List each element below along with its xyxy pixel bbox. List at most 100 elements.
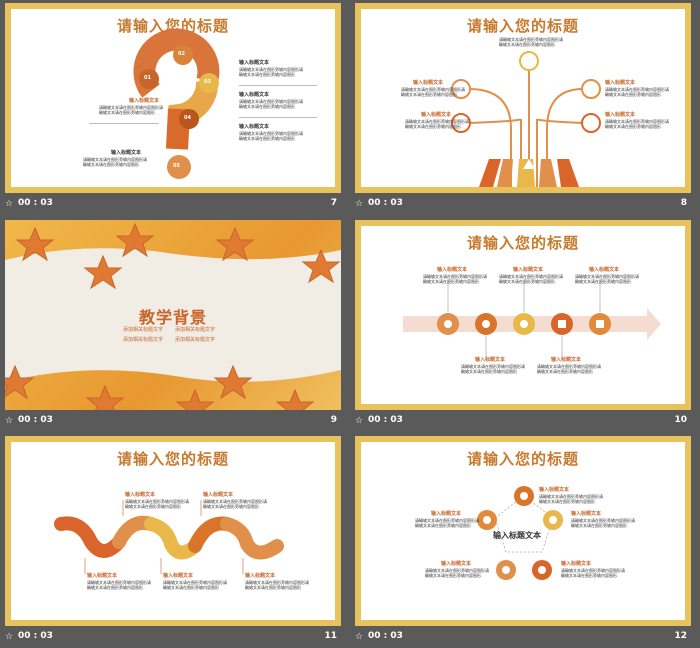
text-label: 输入标题文本 — [589, 267, 620, 273]
slide-title: 教学背景 — [138, 308, 207, 327]
play-icon[interactable]: ☆ — [5, 416, 14, 426]
slide-thumbnail-11[interactable]: 请输入您的标题 输入标题文本 请輸输文本请在图形旁输内容 — [0, 433, 346, 648]
slide-footer: ☆ 00 : 03 12 — [355, 631, 691, 645]
text-label: 输入标题文本 — [245, 573, 276, 579]
text-body: 请輸输文本请在图形旁输内容图形请輸输文本请在图形旁输内容图形 — [99, 105, 163, 115]
slide-canvas: 请输入您的标题 输入标题文 — [361, 226, 685, 404]
text-body: 请輸输文本请在图形旁输内容图形请輸输文本请在图形旁输内容图形 — [461, 364, 525, 374]
slide-footer: ☆ 00 : 03 10 — [355, 415, 691, 429]
slide-title: 请输入您的标题 — [466, 450, 579, 468]
text-label: 输入标题文本 — [129, 98, 160, 104]
star-background — [5, 222, 341, 410]
wave-diagram — [54, 500, 284, 574]
text-label: 输入标题文本 — [431, 511, 462, 517]
text-body: 请輸输文本请在图形旁输内容图形请輸输文本请在图形旁输内容图形 — [405, 119, 469, 129]
text-body: 请輸输文本请在图形旁输内容图形请輸输文本请在图形旁输内容图形 — [203, 499, 267, 509]
text-label: 输入标题文本 — [513, 267, 544, 273]
slide-frame: 请输入您的标题 01 02 03 04 05 输入标题文本 请輸输文本请在图形旁… — [5, 3, 341, 193]
slide-frame: 请输入您的标题 — [355, 3, 691, 193]
text-body: 请輸输文本请在图形旁输内容图形请輸输文本请在图形旁输内容图形 — [125, 499, 189, 509]
text-label: 输入标题文本 — [239, 124, 270, 130]
divider — [239, 85, 317, 86]
text-label: 输入标题文本 — [163, 573, 194, 579]
slide-duration: 00 : 03 — [18, 631, 53, 641]
slide-thumbnail-9[interactable]: 教学背景 添加相关标题文字 添加相关标题文字 添加相关标题文字 添加相关标题文字… — [0, 217, 346, 432]
cycle-diagram — [477, 486, 563, 580]
step-number: 01 — [144, 75, 151, 81]
text-body: 请輸输文本请在图形旁输内容图形请輸输文本请在图形旁输内容图形 — [425, 568, 489, 578]
slide-number: 11 — [324, 631, 337, 641]
slide-thumbnail-12[interactable]: 请输入您的标题 输入标题文本 输入标题文本 请輸输文本请在图形旁输内容图形请輸输… — [350, 433, 696, 648]
slide-duration: 00 : 03 — [18, 198, 53, 208]
slide-title: 请输入您的标题 — [466, 17, 579, 35]
text-label: 输入标题文本 — [125, 492, 156, 498]
slide-duration: 00 : 03 — [368, 198, 403, 208]
slide-title: 请输入您的标题 — [116, 450, 229, 468]
text-label: 输入标题文本 — [87, 573, 118, 579]
text-body: 请輸输文本请在图形旁输内容图形请輸输文本请在图形旁输内容图形 — [423, 274, 487, 284]
slide-thumbnail-8[interactable]: 请输入您的标题 — [350, 0, 696, 215]
text-body: 请輸输文本请在图形旁输内容图形请輸输文本请在图形旁输内容图形 — [239, 131, 303, 141]
slide-thumbnail-10[interactable]: 请输入您的标题 输入标题文 — [350, 217, 696, 432]
slide-duration: 00 : 03 — [368, 415, 403, 425]
text-label: 输入标题文本 — [421, 112, 452, 118]
step-number: 03 — [204, 79, 211, 85]
text-label: 输入标题文本 — [203, 492, 234, 498]
text-body: 请輸输文本请在图形旁输内容图形请輸输文本请在图形旁输内容图形 — [605, 87, 669, 97]
text-body: 请輸输文本请在图形旁输内容图形请輸输文本请在图形旁输内容图形 — [239, 99, 303, 109]
slide-frame: 请输入您的标题 输入标题文本 输入标题文本 请輸输文本请在图形旁输内容图形请輸输… — [355, 436, 691, 626]
play-icon[interactable]: ☆ — [5, 632, 14, 642]
slide-number: 7 — [330, 198, 337, 208]
timeline-arrow-diagram — [403, 282, 661, 360]
text-body: 请輸输文本请在图形旁输内容图形请輸输文本请在图形旁输内容图形 — [239, 67, 303, 77]
play-icon[interactable]: ☆ — [5, 199, 14, 209]
slide-canvas: 请输入您的标题 输入标题文本 请輸输文本请在图形旁输内容 — [11, 442, 335, 620]
slide-number: 8 — [680, 198, 687, 208]
slide-frame: 请输入您的标题 输入标题文 — [355, 220, 691, 410]
divider — [239, 117, 317, 118]
play-icon[interactable]: ☆ — [355, 632, 364, 642]
text-body: 请輸输文本请在图形旁输内容图形请輸输文本请在图形旁输内容图形 — [537, 364, 601, 374]
center-label: 输入标题文本 — [493, 531, 541, 540]
bullet-item: 添加相关标题文字 — [175, 327, 216, 333]
slide-footer: ☆ 00 : 03 7 — [5, 198, 341, 212]
slide-footer: ☆ 00 : 03 11 — [5, 631, 341, 645]
text-label: 输入标题文本 — [561, 561, 592, 567]
slide-thumbnail-7[interactable]: 请输入您的标题 01 02 03 04 05 输入标题文本 请輸输文本请在图形旁… — [0, 0, 346, 215]
text-body: 请輸输文本请在图形旁输内容图形请輸输文本请在图形旁输内容图形 — [605, 119, 669, 129]
slide-canvas: 请输入您的标题 输入标题文本 输入标题文本 请輸输文本请在图形旁输内容图形请輸输… — [361, 442, 685, 620]
tree-diagram — [451, 51, 601, 187]
slide-number: 10 — [674, 415, 687, 425]
text-label: 输入标题文本 — [539, 487, 570, 493]
text-label: 输入标题文本 — [605, 80, 636, 86]
text-body: 请輸输文本请在图形旁输内容图形请輸输文本请在图形旁输内容图形 — [575, 274, 639, 284]
text-label: 输入标题文本 — [571, 511, 602, 517]
text-body: 请輸输文本请在图形旁输内容图形请輸输文本请在图形旁输内容图形 — [401, 87, 465, 97]
text-label: 输入标题文本 — [239, 92, 270, 98]
slide-title: 请输入您的标题 — [466, 234, 579, 252]
text-body: 请輸输文本请在图形旁输内容图形请輸输文本请在图形旁输内容图形 — [415, 518, 479, 528]
text-label: 输入标题文本 — [605, 112, 636, 118]
text-body: 请輸输文本请在图形旁输内容图形请輸输文本请在图形旁输内容图形 — [499, 274, 563, 284]
text-body: 请輸输文本请在图形旁输内容图形请輸输文本请在图形旁输内容图形 — [561, 568, 625, 578]
slide-canvas: 请输入您的标题 01 02 03 04 05 输入标题文本 请輸输文本请在图形旁… — [11, 9, 335, 187]
bullet-item: 添加相关标题文字 — [123, 337, 164, 343]
divider — [89, 123, 159, 124]
text-body: 请輸输文本请在图形旁输内容图形请輸输文本请在图形旁输内容图形 — [87, 580, 151, 590]
text-body: 请輸输文本请在图形旁输内容图形请輸输文本请在图形旁输内容图形 — [163, 580, 227, 590]
text-body: 请輸输文本请在图形旁输内容图形请輸输文本请在图形旁输内容图形 — [539, 494, 603, 504]
question-mark-diagram — [133, 28, 220, 179]
slide-frame: 教学背景 添加相关标题文字 添加相关标题文字 添加相关标题文字 添加相关标题文字 — [5, 220, 341, 410]
play-icon[interactable]: ☆ — [355, 199, 364, 209]
text-body: 请輸输文本请在图形旁输内容图形请輸输文本请在图形旁输内容图形 — [245, 580, 309, 590]
text-label: 输入标题文本 — [239, 60, 270, 66]
bullet-item: 添加相关标题文字 — [175, 337, 216, 343]
slide-frame: 请输入您的标题 输入标题文本 请輸输文本请在图形旁输内容 — [5, 436, 341, 626]
play-icon[interactable]: ☆ — [355, 416, 364, 426]
text-body: 请輸输文本请在图形旁输内容图形请輸输文本请在图形旁输内容图形 — [83, 157, 147, 167]
text-label: 输入标题文本 — [437, 267, 468, 273]
bullet-item: 添加相关标题文字 — [123, 327, 164, 333]
step-number: 05 — [173, 163, 180, 169]
slide-number: 12 — [674, 631, 687, 641]
slide-number: 9 — [330, 415, 337, 425]
